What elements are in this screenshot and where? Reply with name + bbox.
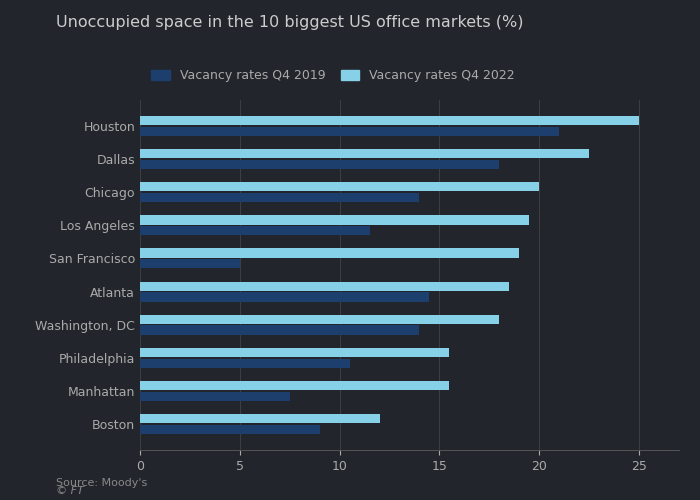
Bar — [140, 116, 639, 125]
Bar — [140, 149, 589, 158]
Bar — [140, 282, 510, 291]
Text: © FT: © FT — [56, 486, 84, 496]
Bar — [140, 381, 449, 390]
Bar — [140, 392, 290, 401]
Text: Source: Moody's: Source: Moody's — [56, 478, 147, 488]
Bar — [140, 315, 499, 324]
Bar — [140, 358, 349, 368]
Bar — [140, 292, 430, 302]
Bar — [140, 182, 539, 192]
Bar — [140, 326, 419, 334]
Bar — [140, 425, 320, 434]
Bar — [140, 216, 529, 224]
Bar — [140, 226, 370, 235]
Bar — [140, 348, 449, 357]
Bar — [140, 248, 519, 258]
Text: Unoccupied space in the 10 biggest US office markets (%): Unoccupied space in the 10 biggest US of… — [56, 15, 524, 30]
Bar — [140, 126, 559, 136]
Bar — [140, 414, 379, 424]
Bar — [140, 259, 240, 268]
Bar — [140, 160, 499, 169]
Bar — [140, 193, 419, 202]
Legend: Vacancy rates Q4 2019, Vacancy rates Q4 2022: Vacancy rates Q4 2019, Vacancy rates Q4 … — [146, 64, 520, 87]
